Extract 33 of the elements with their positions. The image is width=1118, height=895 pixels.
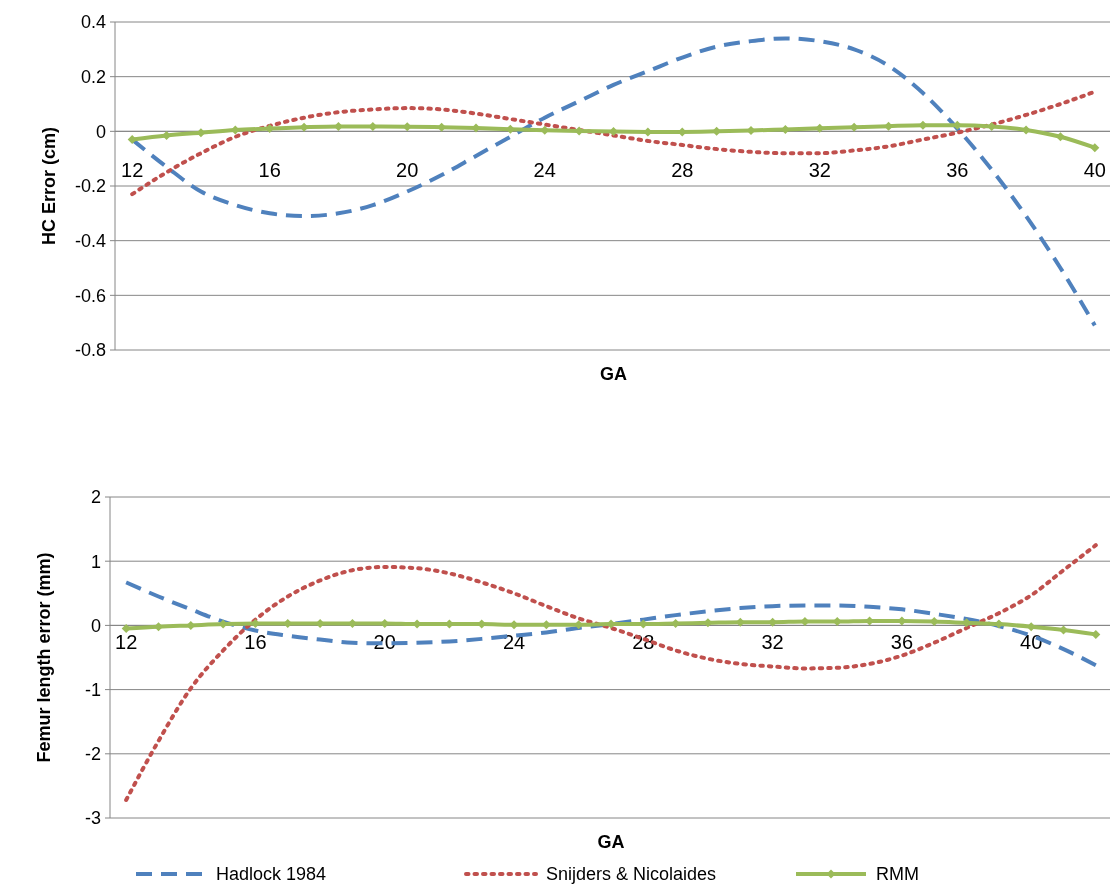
y-tick-label: -2 (84, 744, 101, 765)
x-axis-title: GA (600, 364, 627, 384)
y-tick-label: 0.2 (80, 66, 106, 87)
y-tick-label: 1 (90, 551, 101, 572)
y-tick-label: -0.2 (74, 176, 106, 197)
x-tick-label: 12 (121, 159, 144, 182)
x-tick-label: 20 (396, 159, 419, 182)
legend-label: Hadlock 1984 (216, 864, 327, 884)
x-tick-label: 28 (671, 159, 694, 182)
x-tick-label: 32 (761, 631, 784, 654)
x-axis-title: GA (597, 832, 625, 852)
y-tick-label: 0 (90, 615, 101, 636)
y-tick-label: -0.4 (74, 230, 106, 251)
y-tick-label: -1 (84, 679, 101, 700)
x-tick-label: 24 (533, 159, 556, 182)
x-tick-label: 12 (115, 631, 138, 654)
legend-label: Snijders & Nicolaides (546, 864, 717, 884)
y-tick-label: -0.8 (74, 340, 106, 361)
y-axis-title: HC Error (cm) (39, 126, 59, 246)
legend-label: RMM (876, 864, 919, 884)
y-tick-label: 2 (90, 487, 101, 508)
y-axis-title: Femur length error (mm) (34, 552, 54, 763)
x-tick-label: 36 (946, 159, 969, 182)
x-tick-label: 16 (244, 631, 267, 654)
x-tick-label: 32 (808, 159, 831, 182)
y-tick-label: 0 (95, 121, 106, 142)
y-tick-label: 0.4 (80, 12, 106, 33)
point (1091, 629, 1101, 639)
y-tick-label: -0.6 (74, 285, 106, 306)
x-tick-label: 36 (890, 631, 914, 654)
y-tick-label: -3 (84, 808, 101, 829)
x-tick-label: 40 (1083, 159, 1106, 182)
x-tick-label: 16 (258, 159, 281, 182)
